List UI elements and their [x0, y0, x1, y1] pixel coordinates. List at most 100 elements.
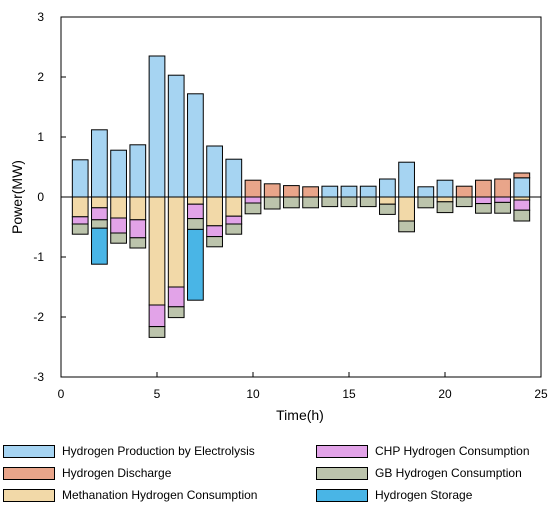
- bar-t22-s4: [475, 203, 492, 214]
- legend-item-electrolysis: Hydrogen Production by Electrolysis: [3, 442, 255, 460]
- bar-t9-s4: [225, 223, 243, 235]
- bar-t2-s3: [91, 207, 108, 221]
- bar-t3-s4: [110, 232, 127, 244]
- bar-t24-s0: [513, 177, 531, 198]
- legend-label: Methanation Hydrogen Consumption: [62, 488, 258, 502]
- bar-t2-s5: [91, 227, 108, 265]
- legend-swatch: [316, 444, 368, 458]
- bar-t19-s0: [417, 186, 435, 198]
- bar-t24-s1: [513, 172, 531, 179]
- bar-t19-s4: [417, 196, 435, 209]
- legend-label: Hydrogen Storage: [375, 488, 473, 502]
- bar-t24-s3: [513, 199, 531, 211]
- bar-t17-s0: [379, 178, 396, 198]
- bar-t21-s1: [455, 185, 473, 198]
- legend-swatch: [3, 488, 55, 502]
- bar-t12-s1: [283, 185, 300, 198]
- bar-t17-s2: [379, 196, 396, 205]
- bar-t6-s2: [167, 196, 185, 288]
- bar-t18-s2: [398, 196, 415, 222]
- bar-t13-s4: [302, 196, 319, 209]
- x-tick-label: 15: [342, 387, 356, 401]
- bar-t3-s3: [110, 217, 127, 234]
- bar-t8-s3: [206, 225, 223, 238]
- y-tick-label: 2: [37, 70, 44, 84]
- bar-t23-s1: [494, 178, 511, 198]
- legend-label: CHP Hydrogen Consumption: [375, 444, 530, 458]
- bar-t9-s3: [225, 215, 243, 225]
- bar-t5-s2: [148, 196, 166, 306]
- bar-t4-s2: [129, 196, 147, 221]
- legend-label: Hydrogen Discharge: [62, 466, 172, 480]
- bar-t3-s0: [110, 149, 127, 198]
- y-tick-label: -3: [33, 370, 44, 384]
- bar-t11-s1: [263, 183, 281, 198]
- bar-t1-s3: [71, 216, 89, 225]
- legend-label: Hydrogen Production by Electrolysis: [62, 444, 255, 458]
- x-tick-label: 5: [154, 387, 161, 401]
- axes-group: [60, 16, 542, 378]
- bar-t10-s4: [244, 202, 262, 215]
- y-axis-title: Power(MW): [9, 160, 25, 234]
- bar-t5-s3: [148, 304, 166, 328]
- bar-t4-s3: [129, 219, 147, 239]
- bar-t8-s0: [206, 145, 223, 198]
- bar-t10-s1: [244, 179, 262, 198]
- bar-t23-s3: [494, 196, 511, 203]
- bar-t6-s0: [167, 74, 185, 198]
- bar-t10-s3: [244, 196, 262, 204]
- bar-t11-s4: [263, 196, 281, 210]
- x-tick-label: 25: [534, 387, 548, 401]
- bar-t6-s4: [167, 306, 185, 319]
- bar-t18-s0: [398, 161, 415, 198]
- y-tick-label: -1: [33, 250, 44, 264]
- bar-t14-s0: [321, 185, 339, 198]
- legend-item-discharge: Hydrogen Discharge: [3, 464, 171, 482]
- bar-t8-s2: [206, 196, 223, 227]
- bar-t20-s4: [436, 201, 454, 214]
- bar-t8-s4: [206, 236, 223, 248]
- bars-group: [71, 55, 531, 338]
- y-tick-label: 0: [37, 190, 44, 204]
- x-tick-label: 20: [438, 387, 452, 401]
- bar-t7-s2: [187, 196, 204, 205]
- bar-t3-s2: [110, 196, 127, 219]
- bar-t1-s2: [71, 196, 89, 218]
- legend-swatch: [3, 444, 55, 458]
- bar-t12-s4: [283, 196, 300, 209]
- y-tick-label: 1: [37, 130, 44, 144]
- legend: Hydrogen Production by Electrolysis Hydr…: [0, 435, 550, 510]
- bar-t6-s3: [167, 286, 185, 308]
- bar-t7-s3: [187, 203, 204, 220]
- bar-t21-s4: [455, 196, 473, 208]
- bar-t13-s1: [302, 186, 319, 198]
- bar-t15-s0: [340, 185, 358, 198]
- legend-swatch: [316, 488, 368, 502]
- bar-t22-s3: [475, 196, 492, 205]
- bar-t7-s0: [187, 93, 204, 198]
- legend-item-chp: CHP Hydrogen Consumption: [316, 442, 530, 460]
- bar-t1-s0: [71, 159, 89, 198]
- x-tick-label: 0: [58, 387, 65, 401]
- legend-label: GB Hydrogen Consumption: [375, 466, 522, 480]
- bar-t2-s2: [91, 196, 108, 209]
- legend-swatch: [316, 466, 368, 480]
- bar-t7-s5: [187, 228, 204, 301]
- bar-t16-s4: [359, 196, 377, 208]
- bar-t22-s1: [475, 179, 492, 198]
- bar-t23-s4: [494, 201, 511, 214]
- bar-t5-s4: [148, 326, 166, 338]
- bar-t9-s0: [225, 158, 243, 198]
- bar-t20-s0: [436, 179, 454, 198]
- bar-t18-s4: [398, 220, 415, 233]
- bar-t4-s0: [129, 144, 147, 198]
- bar-t24-s4: [513, 209, 531, 222]
- bar-t17-s4: [379, 203, 396, 215]
- legend-item-methanation: Methanation Hydrogen Consumption: [3, 486, 257, 504]
- x-axis-title: Time(h): [276, 407, 324, 423]
- bar-t2-s4: [91, 219, 108, 229]
- bar-t1-s4: [71, 223, 89, 235]
- bar-t7-s4: [187, 218, 204, 230]
- x-tick-label: 10: [246, 387, 260, 401]
